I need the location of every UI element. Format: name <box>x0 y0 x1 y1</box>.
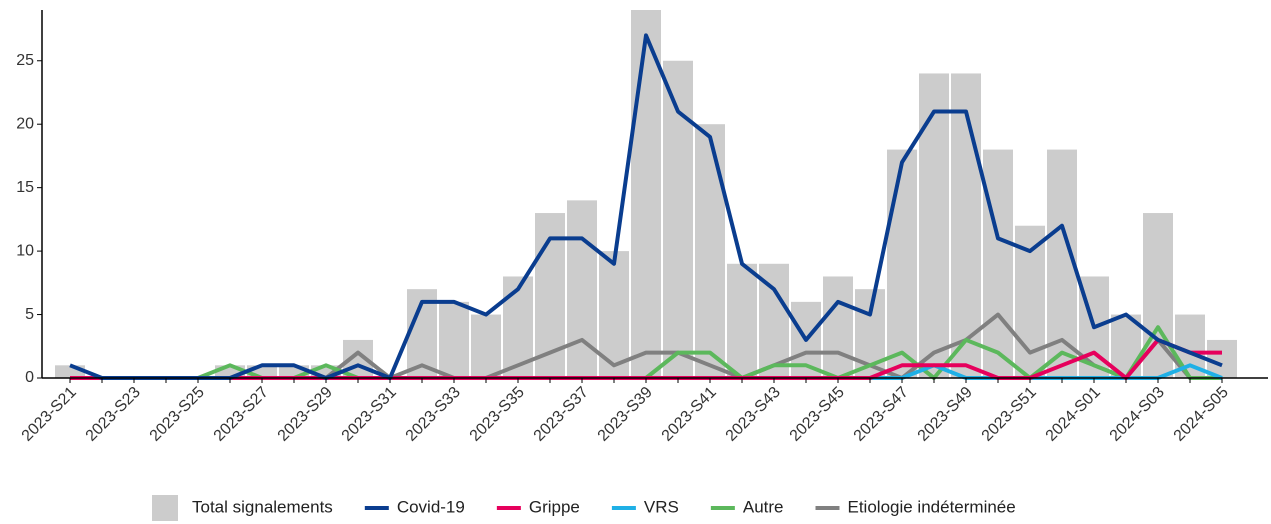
line-series <box>69 33 1223 380</box>
x-tick-label: 2023-S45 <box>787 384 848 445</box>
y-tick-label: 10 <box>16 242 34 259</box>
legend-label: Etiologie indéterminée <box>848 497 1016 516</box>
x-tick-label: 2023-S33 <box>403 384 464 445</box>
legend-item: Grippe <box>496 497 580 516</box>
legend-label: Total signalements <box>192 497 333 516</box>
bar <box>919 73 949 378</box>
legend-label: Covid-19 <box>397 497 465 516</box>
y-tick-label: 15 <box>16 179 34 196</box>
legend-item: VRS <box>611 497 679 516</box>
bar <box>471 314 501 378</box>
y-tick-label: 0 <box>25 369 34 386</box>
x-tick-label: 2023-S43 <box>723 384 784 445</box>
bar <box>695 124 725 378</box>
bar <box>631 10 661 378</box>
x-tick-label: 2024-S03 <box>1107 384 1168 445</box>
y-tick-label: 20 <box>16 115 34 132</box>
bar <box>567 200 597 378</box>
x-tick-label: 2023-S23 <box>83 384 144 445</box>
x-tick-label: 2023-S31 <box>339 384 400 445</box>
bar <box>823 276 853 378</box>
x-tick-label: 2023-S21 <box>19 384 80 445</box>
bar <box>1207 339 1237 378</box>
y-tick-label: 5 <box>25 306 34 323</box>
x-tick-label: 2023-S47 <box>851 384 912 445</box>
legend-label: Grippe <box>529 497 580 516</box>
legend-item: Total signalements <box>152 495 333 521</box>
legend-item: Autre <box>710 497 784 516</box>
y-tick-label: 25 <box>16 52 34 69</box>
bar <box>983 149 1013 378</box>
legend-label: Autre <box>743 497 784 516</box>
bar <box>887 149 917 378</box>
x-tick-label: 2023-S49 <box>915 384 976 445</box>
legend-swatch <box>152 495 178 521</box>
bar <box>439 301 469 378</box>
legend-label: VRS <box>644 497 679 516</box>
x-tick-label: 2023-S37 <box>531 384 592 445</box>
x-tick-label: 2023-S39 <box>595 384 656 445</box>
legend-item: Covid-19 <box>364 497 465 516</box>
x-tick-label: 2024-S05 <box>1171 384 1232 445</box>
x-tick-label: 2023-S25 <box>147 384 208 445</box>
x-tick-label: 2023-S27 <box>211 384 272 445</box>
x-tick-label: 2024-S01 <box>1043 384 1104 445</box>
bar <box>727 263 757 378</box>
legend-item: Etiologie indéterminée <box>815 497 1016 516</box>
x-tick-label: 2023-S29 <box>275 384 336 445</box>
x-tick-label: 2023-S35 <box>467 384 528 445</box>
x-tick-label: 2023-S51 <box>979 384 1040 445</box>
x-tick-label: 2023-S41 <box>659 384 720 445</box>
bar <box>951 73 981 378</box>
